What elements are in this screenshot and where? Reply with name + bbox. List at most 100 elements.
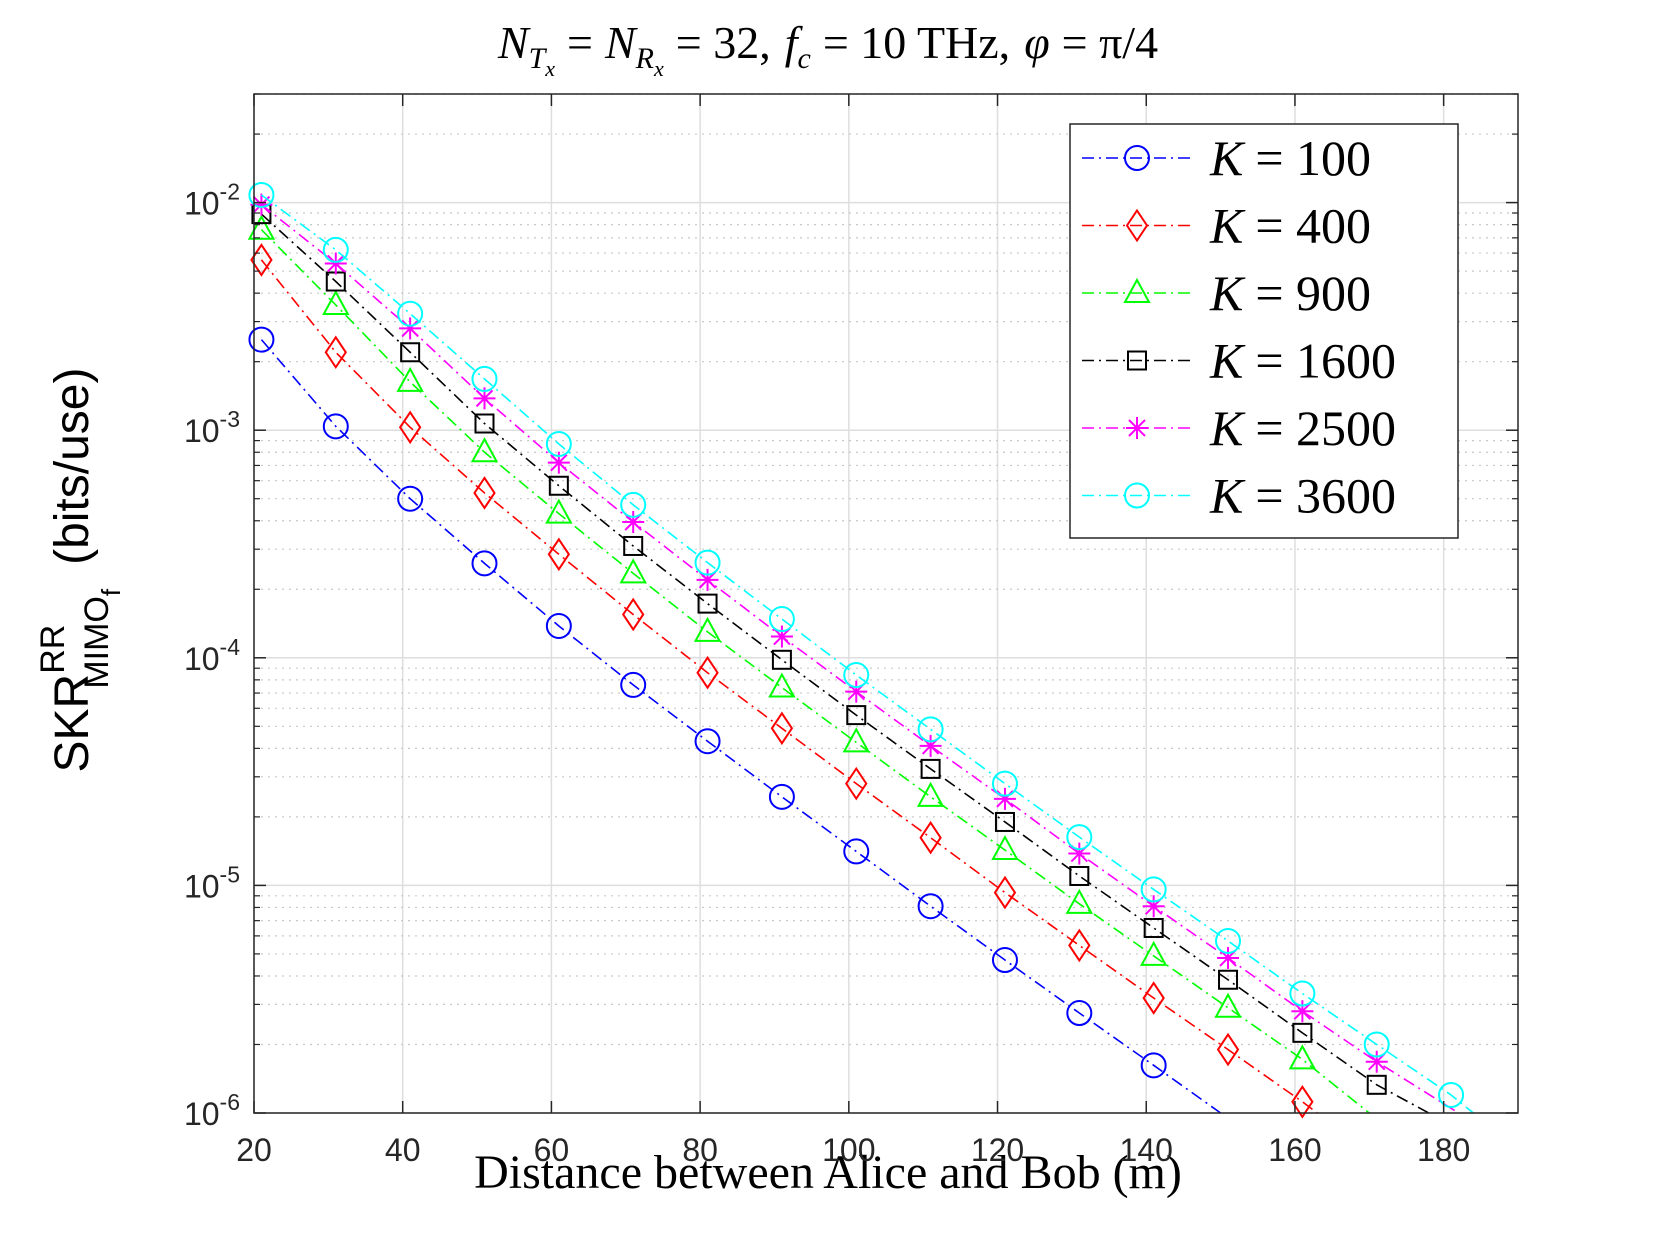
data-point <box>1292 1022 1313 1043</box>
data-point <box>473 476 496 510</box>
data-point <box>1366 1074 1387 1095</box>
data-point <box>547 451 570 474</box>
data-point <box>1139 940 1168 966</box>
data-point <box>1214 992 1242 1018</box>
data-point <box>919 820 942 855</box>
data-point <box>548 475 569 496</box>
x-axis-label: Distance between Alice and Bob (m) <box>474 1146 1182 1199</box>
data-point <box>247 214 276 240</box>
data-point <box>916 781 945 807</box>
data-point <box>322 289 350 315</box>
data-point <box>397 300 424 327</box>
data-point <box>471 550 498 577</box>
x-tick-label: 60 <box>534 1132 570 1168</box>
data-point <box>471 365 498 392</box>
data-point <box>1066 824 1093 851</box>
data-point <box>770 711 794 746</box>
data-point <box>474 413 495 434</box>
x-tick-label: 40 <box>385 1132 421 1168</box>
plot-frame <box>253 93 1519 1114</box>
x-tick-label: 140 <box>1120 1132 1173 1168</box>
data-point <box>694 728 721 755</box>
data-point <box>1438 1081 1465 1108</box>
y-tick-label: 10-5 <box>184 861 240 904</box>
y-tick-label: 10-4 <box>184 634 240 677</box>
legend-item: K = 400 <box>1082 198 1371 254</box>
legend-label: K = 900 <box>1209 265 1371 321</box>
legend-marker <box>1123 277 1151 303</box>
data-point <box>400 342 421 363</box>
data-point <box>768 672 796 698</box>
data-point <box>696 568 719 591</box>
legend: K = 100 K = 400 K = 900 K = 1600 K = 2500 K = 3600 <box>1069 123 1459 539</box>
series-line <box>260 194 1474 1114</box>
series-3 <box>247 214 1370 1114</box>
data-point <box>693 616 722 642</box>
data-point <box>1143 917 1164 938</box>
data-point <box>843 838 870 865</box>
data-point <box>917 893 944 920</box>
data-point <box>250 243 273 277</box>
x-tick-label: 180 <box>1417 1132 1470 1168</box>
data-point <box>768 606 795 633</box>
legend-label: K = 3600 <box>1209 468 1396 524</box>
data-point <box>398 410 422 445</box>
data-point <box>1066 1000 1093 1027</box>
data-point <box>1218 969 1239 990</box>
data-point <box>623 535 644 556</box>
legend-marker <box>1124 145 1150 171</box>
data-point <box>694 549 721 576</box>
data-point <box>547 537 571 572</box>
data-point <box>545 612 572 639</box>
series-line <box>260 259 1318 1114</box>
y-tick-label: 10-2 <box>184 179 240 222</box>
data-point <box>397 485 424 512</box>
data-point <box>993 787 1016 810</box>
data-point <box>248 181 275 208</box>
series-6 <box>248 181 1474 1114</box>
data-point <box>843 662 870 689</box>
data-point <box>399 317 422 340</box>
data-point <box>696 655 719 690</box>
data-point <box>771 649 792 670</box>
data-point <box>620 671 647 698</box>
data-point <box>396 366 424 392</box>
data-point <box>920 758 941 779</box>
data-point <box>1140 876 1167 903</box>
data-point <box>1215 927 1242 954</box>
data-point <box>1068 928 1091 963</box>
data-point <box>619 558 647 584</box>
legend-item: K = 100 <box>1082 130 1371 186</box>
data-point <box>917 716 944 743</box>
data-point <box>621 597 645 632</box>
data-point <box>248 326 275 353</box>
data-point <box>1365 1050 1388 1073</box>
data-point <box>1363 1031 1390 1058</box>
legend-item: K = 1600 <box>1082 333 1396 389</box>
y-tick-label: 10-3 <box>184 406 240 449</box>
data-point <box>324 252 347 275</box>
chart-title: NTx= NRx= 32, fc = 10 THz, φ = π/4 <box>497 17 1158 81</box>
data-point <box>1291 1000 1314 1023</box>
x-tick-label: 20 <box>236 1132 272 1168</box>
data-point <box>1291 1084 1314 1119</box>
legend-item: K = 2500 <box>1082 400 1396 456</box>
data-point <box>768 783 795 810</box>
legend-item: K = 3600 <box>1082 468 1396 524</box>
legend-label: K = 100 <box>1209 130 1371 186</box>
series-2 <box>250 243 1318 1119</box>
x-tick-label: 80 <box>682 1132 718 1168</box>
data-point <box>991 770 1018 797</box>
legend-label: K = 1600 <box>1209 333 1396 389</box>
axis-ticks: 20 40 60 80 100 120 140 160 180 10-6 10-5 10-4 10-3 1… <box>184 93 1518 1168</box>
y-tick-label: 10-6 <box>184 1089 240 1132</box>
data-point <box>545 430 572 457</box>
data-point <box>1065 888 1094 914</box>
data-point <box>1140 1052 1167 1079</box>
data-point <box>545 498 573 524</box>
legend-label: K = 400 <box>1209 198 1371 254</box>
data-point <box>620 491 647 518</box>
series-line <box>260 339 1222 1114</box>
legend-label: K = 2500 <box>1209 400 1396 456</box>
